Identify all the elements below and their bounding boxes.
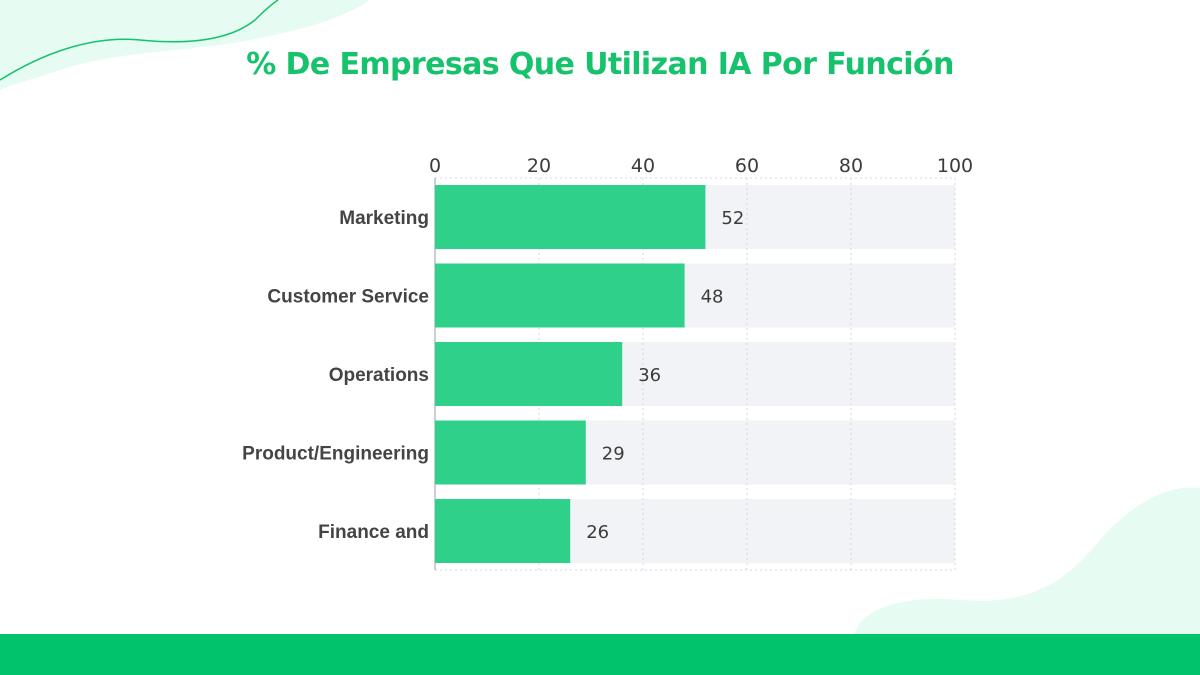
bottom-right-blob [855, 487, 1200, 634]
x-tick-label: 80 [839, 155, 863, 177]
data-label: 48 [701, 287, 724, 308]
data-label: 26 [586, 522, 609, 543]
bar [435, 420, 586, 485]
category-label: Product/Engineering [242, 444, 429, 465]
data-label: 29 [602, 444, 625, 465]
bar [435, 185, 706, 249]
category-label: Operations [329, 365, 429, 386]
x-tick-label: 0 [429, 155, 441, 177]
chart-title: % De Empresas Que Utilizan IA Por Funció… [246, 47, 954, 82]
x-tick-label: 100 [937, 155, 973, 177]
bar [435, 499, 571, 563]
top-left-blob [0, 0, 370, 90]
top-left-curve-line [0, 0, 279, 81]
x-tick-label: 20 [527, 155, 551, 177]
bar [435, 263, 685, 328]
data-label: 36 [638, 365, 661, 386]
category-label: Marketing [339, 208, 429, 229]
x-tick-label: 60 [735, 155, 759, 177]
x-tick-label: 40 [631, 155, 655, 177]
bar [435, 342, 623, 406]
category-label: Finance and [318, 522, 429, 543]
category-label: Customer Service [267, 287, 429, 308]
data-label: 52 [721, 208, 744, 229]
footer-band [0, 634, 1200, 675]
